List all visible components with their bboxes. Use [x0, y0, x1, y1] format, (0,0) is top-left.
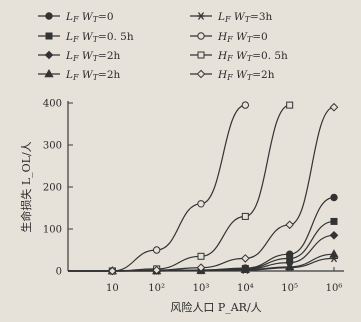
data-point — [329, 102, 339, 112]
data-point — [241, 254, 250, 263]
legend-marker — [197, 12, 205, 20]
data-point — [330, 193, 338, 202]
data-point — [152, 265, 161, 275]
y-axis-title: 生命损失 L_OL/人 — [19, 141, 33, 232]
y-tick-label: 100 — [43, 225, 62, 236]
legend-marker — [45, 32, 53, 40]
data-point — [329, 230, 339, 240]
x-tick-label: 10⁵ — [281, 283, 298, 294]
x-tick-label: 10⁴ — [237, 283, 254, 294]
data-point — [330, 217, 338, 225]
legend-marker — [44, 68, 54, 78]
series-line-6 — [67, 104, 290, 272]
legend-entry: LF WT=0 — [65, 11, 114, 24]
series-line-7 — [67, 106, 335, 272]
legend-marker — [196, 69, 206, 79]
series-line-5 — [67, 104, 246, 272]
legend-entry: LF WT=0. 5h — [65, 31, 134, 44]
x-tick-label: 10 — [106, 283, 119, 294]
data-point — [329, 249, 339, 258]
x-tick-label: 10³ — [193, 283, 210, 294]
data-point — [285, 263, 294, 272]
legend-entry: HF WT=2h — [217, 69, 275, 82]
legend-marker — [197, 32, 205, 40]
y-tick-label: 300 — [43, 141, 62, 152]
data-point — [108, 266, 117, 276]
series-line-0 — [67, 196, 335, 272]
data-point — [196, 263, 206, 272]
data-point — [197, 200, 205, 208]
data-point — [286, 101, 294, 109]
legend-entry: HF WT=0 — [217, 31, 268, 44]
legend-entry: LF WT=2h — [65, 50, 121, 63]
y-tick-label: 200 — [43, 183, 62, 194]
legend-marker — [45, 12, 53, 20]
data-point — [241, 266, 250, 275]
data-point — [285, 220, 294, 230]
x-tick-label: 10² — [148, 283, 165, 294]
x-tick-label: 10⁶ — [326, 283, 343, 294]
data-point — [197, 252, 205, 260]
legend-entry: HF WT=0. 5h — [217, 50, 288, 63]
data-point — [241, 212, 249, 220]
x-axis-title: 风险人口 P_AR/人 — [170, 300, 261, 314]
legend-entry: LF WT=3h — [217, 11, 273, 24]
data-point — [152, 246, 161, 254]
y-tick-label: 400 — [43, 99, 62, 110]
y-tick-label: 0 — [56, 267, 62, 278]
data-point — [241, 101, 250, 109]
data-point — [330, 254, 338, 263]
legend-entry: LF WT=2h — [65, 69, 121, 82]
legend-marker — [44, 50, 54, 60]
legend-marker — [197, 51, 205, 59]
